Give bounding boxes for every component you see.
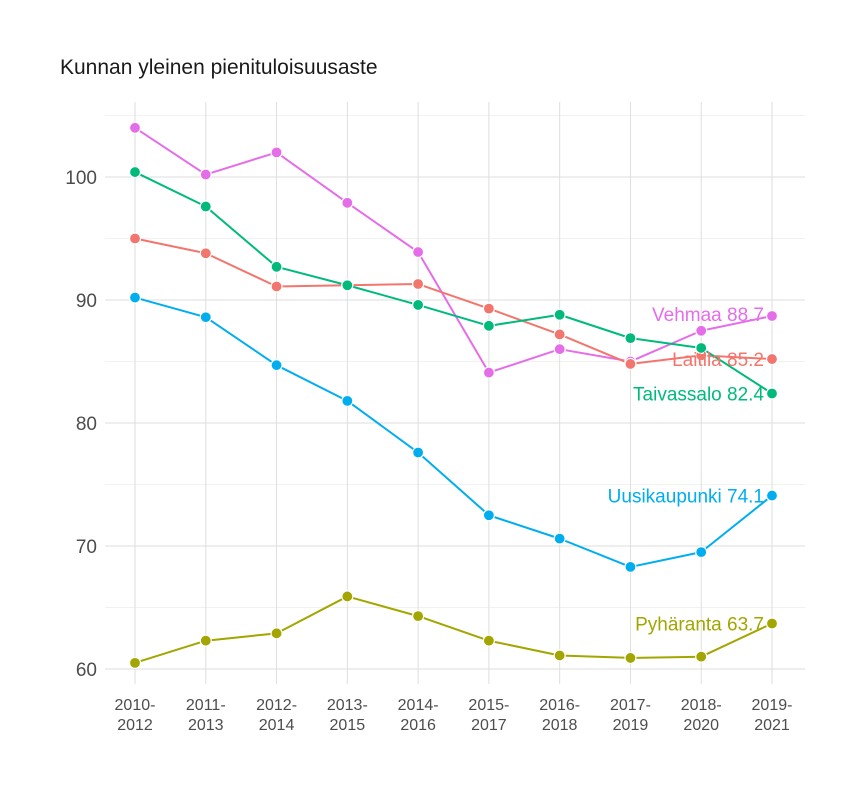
y-tick-label: 80 xyxy=(76,414,97,435)
data-point xyxy=(767,388,778,399)
data-point xyxy=(483,635,494,646)
series-end-label: Laitila 85.2 xyxy=(672,350,764,371)
data-point xyxy=(271,261,282,272)
series-line xyxy=(135,128,772,373)
data-point xyxy=(625,358,636,369)
y-tick-label: 90 xyxy=(76,291,97,312)
end-labels: Vehmaa 88.7 Laitila 85.2 Taivassalo 82.4 Uu… xyxy=(608,305,765,636)
series-end-label: Vehmaa 88.7 xyxy=(652,305,764,326)
x-tick-label: 2011-2013 xyxy=(186,697,226,734)
data-point xyxy=(767,490,778,501)
data-point xyxy=(342,591,353,602)
data-point xyxy=(130,122,141,133)
data-point xyxy=(413,247,424,258)
data-point xyxy=(130,292,141,303)
data-point xyxy=(767,618,778,629)
data-point xyxy=(413,299,424,310)
data-point xyxy=(483,367,494,378)
data-point xyxy=(696,325,707,336)
data-point xyxy=(271,628,282,639)
axis-ticks: 60 70 80 90 100 2010-2012 2011-2013 2012-2014 20… xyxy=(65,168,792,734)
data-point xyxy=(483,303,494,314)
data-point xyxy=(413,447,424,458)
data-point xyxy=(342,395,353,406)
data-point xyxy=(767,310,778,321)
data-point xyxy=(200,201,211,212)
data-point xyxy=(625,652,636,663)
y-tick-label: 60 xyxy=(76,660,97,681)
data-point xyxy=(554,533,565,544)
x-tick-label: 2018-2020 xyxy=(681,697,722,734)
data-point xyxy=(413,279,424,290)
data-point xyxy=(130,233,141,244)
data-point xyxy=(130,167,141,178)
data-point xyxy=(625,333,636,344)
data-point xyxy=(271,360,282,371)
x-tick-label: 2016-2018 xyxy=(539,697,580,734)
x-tick-label: 2013-2015 xyxy=(327,697,368,734)
data-point xyxy=(342,197,353,208)
x-tick-label: 2017-2019 xyxy=(610,697,651,734)
data-point xyxy=(554,309,565,320)
x-tick-label: 2015-2017 xyxy=(468,697,509,734)
data-point xyxy=(554,344,565,355)
series-end-label: Pyhäranta 63.7 xyxy=(635,614,764,635)
data-point xyxy=(554,650,565,661)
data-point xyxy=(554,329,565,340)
data-point xyxy=(625,561,636,572)
data-point xyxy=(413,611,424,622)
data-point xyxy=(696,547,707,558)
data-point xyxy=(200,312,211,323)
series-end-label: Uusikaupunki 74.1 xyxy=(608,487,764,508)
data-point xyxy=(483,510,494,521)
data-point xyxy=(271,147,282,158)
x-tick-label: 2014-2016 xyxy=(398,697,439,734)
data-point xyxy=(200,248,211,259)
y-tick-label: 70 xyxy=(76,537,97,558)
data-point xyxy=(130,657,141,668)
data-point xyxy=(696,651,707,662)
series-end-label: Taivassalo 82.4 xyxy=(633,384,764,405)
series-line xyxy=(135,298,772,567)
data-point xyxy=(483,320,494,331)
x-tick-label: 2010-2012 xyxy=(115,697,156,734)
data-point xyxy=(767,354,778,365)
data-point xyxy=(342,280,353,291)
x-tick-label: 2019-2021 xyxy=(752,697,793,734)
data-point xyxy=(271,281,282,292)
y-tick-label: 100 xyxy=(65,168,97,189)
x-tick-label: 2012-2014 xyxy=(256,697,297,734)
data-point xyxy=(200,635,211,646)
data-point xyxy=(200,169,211,180)
